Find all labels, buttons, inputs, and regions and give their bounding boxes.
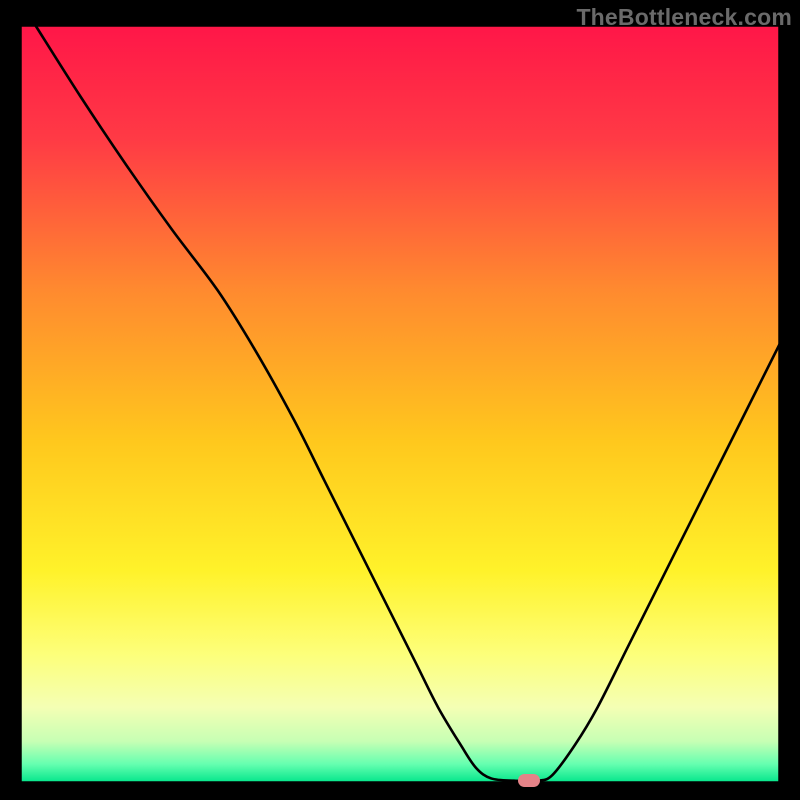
bottleneck-chart: [0, 0, 800, 800]
chart-container: TheBottleneck.com: [0, 0, 800, 800]
watermark-text: TheBottleneck.com: [576, 4, 792, 31]
chart-background: [20, 25, 780, 783]
optimal-point-marker: [518, 774, 540, 787]
